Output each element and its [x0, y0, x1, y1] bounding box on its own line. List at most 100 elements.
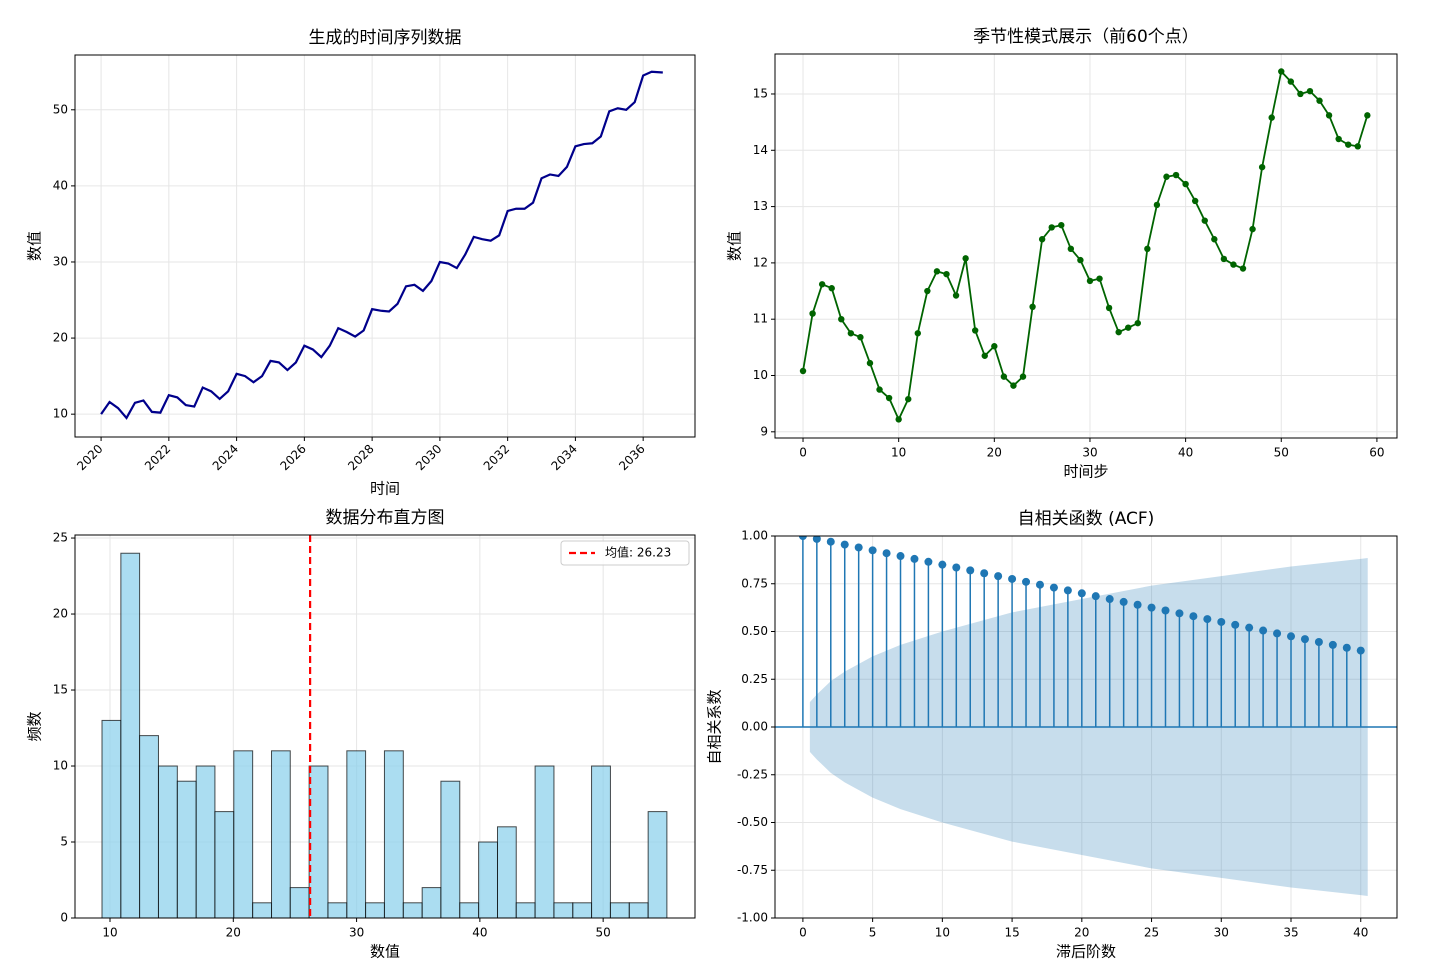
x-axis-label: 数值 — [370, 943, 400, 961]
y-tick-label: 10 — [753, 368, 768, 382]
data-point — [1191, 197, 1199, 205]
data-point — [847, 330, 855, 337]
histogram-bar — [421, 887, 442, 918]
x-tick-label: 30 — [1082, 446, 1097, 460]
stem-marker — [952, 563, 961, 572]
stem-marker — [868, 546, 877, 555]
histogram-bar — [459, 902, 480, 918]
y-tick-label: -0.75 — [737, 863, 768, 877]
data-point — [933, 268, 941, 275]
x-tick-label: 15 — [1004, 926, 1019, 940]
histogram-bar — [496, 826, 517, 918]
plot-area — [100, 70, 663, 420]
stem-marker — [966, 566, 975, 575]
y-tick-label: 20 — [53, 331, 68, 345]
x-tick-label: 2034 — [549, 442, 580, 473]
stem-marker — [980, 569, 989, 578]
stem-marker — [896, 552, 905, 561]
data-point — [1268, 114, 1275, 121]
data-point — [885, 394, 893, 402]
stem-marker — [1231, 620, 1240, 629]
x-tick-label: 50 — [596, 926, 611, 940]
x-tick-label: 2022 — [142, 442, 173, 473]
stem-marker — [840, 540, 849, 549]
data-point — [818, 281, 826, 288]
stem-marker — [1008, 574, 1017, 583]
data-point — [1000, 373, 1008, 380]
y-tick-label: -0.50 — [737, 815, 768, 829]
panel: 0 5 10 15 20 25 30 35 40 -1.00 -0.75 -0.50 -0.25 0.00… — [706, 509, 1398, 961]
histogram-bar — [271, 750, 291, 918]
y-tick-label: 0.75 — [741, 576, 768, 590]
histogram-bar — [365, 902, 385, 918]
y-axis-label: 频数 — [26, 711, 44, 741]
histogram-bar — [214, 811, 235, 918]
y-tick-label: 14 — [753, 143, 768, 157]
data-point — [924, 287, 931, 295]
y-tick-label: 11 — [753, 312, 768, 326]
stem-marker — [910, 554, 919, 563]
histogram-bar — [195, 765, 216, 918]
data-point — [1278, 68, 1285, 75]
data-point — [1105, 304, 1113, 312]
x-tick-label: 2032 — [481, 442, 512, 473]
data-point — [1297, 90, 1304, 98]
stem-marker — [1217, 617, 1226, 626]
x-tick-label: 30 — [1214, 926, 1229, 940]
stem-marker — [994, 572, 1003, 581]
histogram-bar — [609, 902, 630, 918]
data-point — [1287, 78, 1295, 85]
stem-marker — [1077, 589, 1086, 598]
data-point — [1096, 275, 1103, 282]
data-point — [799, 367, 807, 375]
x-tick-label: 5 — [869, 926, 877, 940]
data-point — [952, 292, 960, 299]
stem-marker — [798, 536, 807, 540]
y-tick-label: 30 — [53, 254, 68, 268]
histogram-bar — [327, 902, 348, 918]
data-point — [1230, 261, 1237, 268]
data-line — [802, 69, 1369, 422]
data-point — [914, 330, 922, 337]
panel: 0 10 20 30 40 50 60 9 10 11 12 13 14 15 季节性模式展示（前60个点）… — [726, 27, 1398, 481]
y-tick-label: -0.25 — [737, 767, 768, 781]
x-tick-label: 2024 — [210, 442, 241, 473]
histogram-bar — [252, 902, 273, 918]
data-line — [100, 70, 663, 420]
histogram-bar — [628, 902, 649, 918]
histogram-bar — [233, 750, 254, 918]
data-point — [1115, 328, 1122, 336]
data-point — [809, 310, 816, 317]
stem-marker — [1119, 597, 1128, 606]
data-point — [1306, 87, 1314, 95]
data-point — [1058, 221, 1065, 229]
data-point — [1335, 135, 1342, 143]
y-tick-label: 40 — [53, 178, 68, 192]
stem-marker — [854, 543, 863, 552]
y-tick-label: 13 — [753, 199, 768, 213]
data-point — [1172, 171, 1180, 179]
stem-marker — [1342, 643, 1351, 652]
x-tick-label: 0 — [799, 926, 807, 940]
x-tick-label: 40 — [1353, 926, 1368, 940]
x-tick-label: 40 — [1178, 446, 1193, 460]
data-point — [981, 352, 988, 359]
y-axis-label: 数值 — [726, 231, 744, 261]
axes-frame — [774, 53, 1398, 439]
data-point — [1153, 201, 1161, 209]
x-axis-label: 时间步 — [1063, 463, 1108, 481]
y-tick-label: 10 — [53, 759, 68, 773]
data-point — [895, 416, 902, 423]
histogram-bar — [176, 780, 197, 918]
stem-marker — [1245, 623, 1254, 632]
stem-marker — [938, 560, 947, 569]
plot-area — [799, 68, 1371, 423]
y-tick-label: 9 — [760, 424, 768, 438]
legend-label: 均值: 26.23 — [605, 545, 671, 560]
x-tick-label: 0 — [799, 446, 807, 460]
data-point — [1182, 180, 1189, 188]
histogram-bar — [647, 811, 668, 918]
data-point — [905, 395, 912, 403]
y-tick-label: 0 — [60, 911, 68, 925]
